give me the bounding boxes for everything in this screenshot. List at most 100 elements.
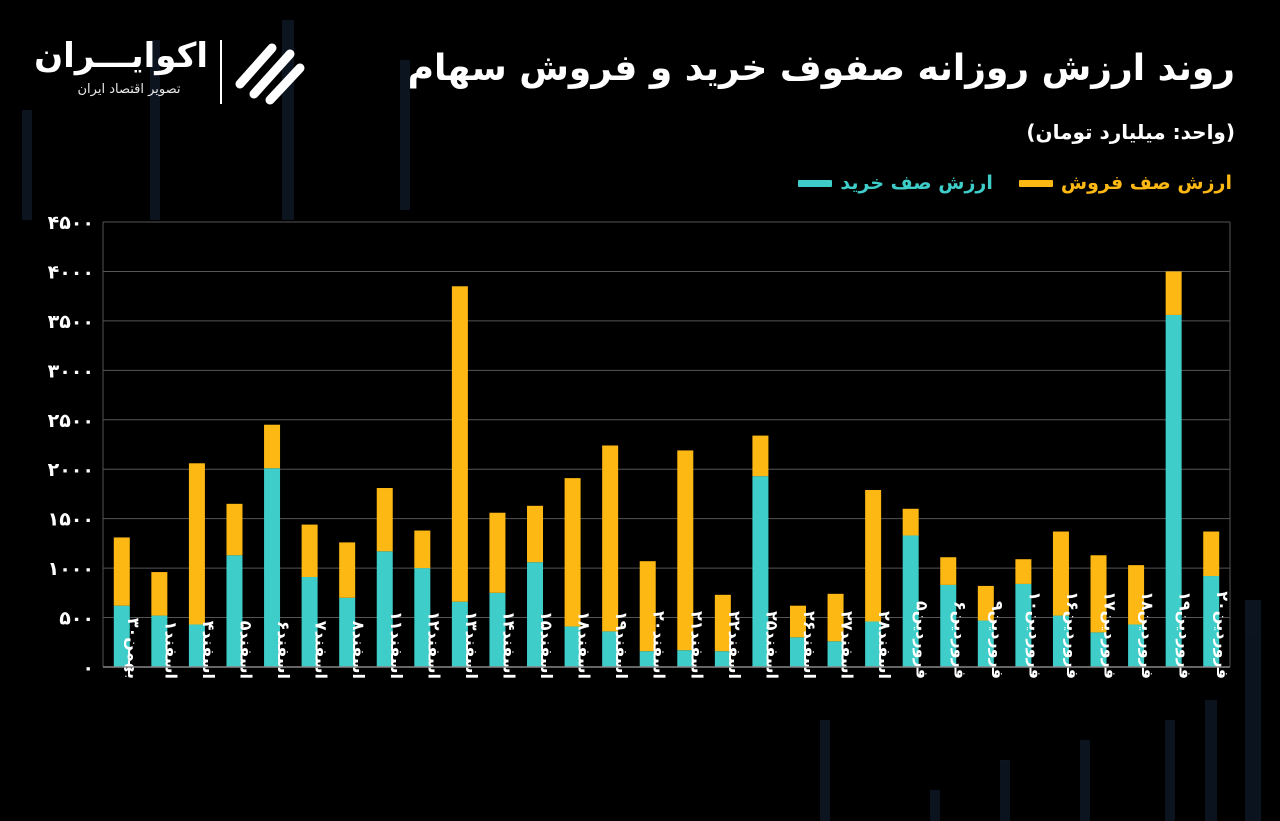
- x-tick-label: اسفند۵: [236, 621, 255, 679]
- y-tick-label: ۲۰۰۰: [48, 459, 94, 481]
- bar-sell: [226, 503, 243, 556]
- bar-buy: [188, 624, 205, 667]
- legend-label-sell: ارزش صف فروش: [1060, 172, 1232, 194]
- x-tick-label: اسفند۲۰: [650, 611, 669, 679]
- chart-legend: ارزش صف خرید ارزش صف فروش: [798, 172, 1232, 194]
- legend-swatch-buy: [798, 179, 833, 187]
- bar-sell: [1090, 555, 1107, 633]
- x-tick-label: اسفند۲۸: [875, 611, 894, 679]
- x-tick-label: فروردین۶: [950, 601, 969, 679]
- legend-item-sell: ارزش صف فروش: [1018, 172, 1232, 194]
- bar-sell: [451, 286, 468, 602]
- bar-sell: [113, 537, 130, 606]
- x-tick-label: بهمن۳۰: [124, 618, 143, 679]
- bar-buy: [564, 626, 581, 667]
- bar-sell: [977, 585, 994, 621]
- logo-divider: [220, 40, 222, 104]
- y-tick-label: ۱۵۰۰: [48, 509, 94, 531]
- x-tick-label: فروردین۱۸: [1138, 591, 1157, 679]
- bar-sell: [1052, 531, 1069, 616]
- bar-sell: [639, 561, 656, 652]
- bar-sell: [677, 450, 694, 651]
- bar-buy: [1052, 615, 1069, 667]
- x-tick-label: اسفند۱۵: [537, 611, 556, 679]
- x-tick-label: اسفند۲۵: [762, 611, 781, 679]
- bar-buy: [376, 551, 393, 667]
- bar-sell: [151, 572, 168, 616]
- bar-sell: [1203, 531, 1220, 577]
- y-tick-label: ۴۵۰۰: [48, 212, 94, 234]
- x-tick-label: اسفند۱: [161, 621, 180, 679]
- x-tick-label: اسفند۲۶: [800, 611, 819, 679]
- bar-sell: [602, 445, 619, 632]
- bar-sell: [902, 508, 919, 536]
- bar-buy: [1015, 583, 1032, 667]
- x-tick-label: اسفند۲۷: [838, 611, 857, 679]
- logo-name: اکوایـــران: [34, 36, 208, 76]
- chart-title: روند ارزش روزانه صفوف خرید و فروش سهام: [407, 48, 1235, 89]
- x-tick-label: اسفند۱۴: [499, 611, 518, 679]
- bar-sell: [1128, 565, 1145, 625]
- y-tick-label: ۵۰۰: [59, 608, 94, 630]
- bar-buy: [1128, 624, 1145, 667]
- bar-sell: [827, 593, 844, 642]
- x-tick-label: فروردین۱۷: [1101, 591, 1120, 679]
- bar-sell: [188, 463, 205, 625]
- x-tick-label: اسفند۴: [199, 621, 218, 679]
- bar-sell: [564, 478, 581, 627]
- bar-sell: [789, 605, 806, 638]
- bar-sell: [301, 524, 318, 578]
- logo-tagline: تصویر اقتصاد ایران: [77, 82, 181, 97]
- bar-buy: [1165, 314, 1182, 667]
- x-tick-label: اسفند۱۲: [424, 611, 443, 679]
- x-tick-label: فروردین۲۰: [1213, 591, 1232, 679]
- x-tick-label: اسفند۸: [349, 621, 368, 679]
- bar-sell: [376, 488, 393, 552]
- x-tick-label: اسفند۷: [312, 621, 331, 679]
- y-tick-label: ۳۰۰۰: [48, 360, 94, 382]
- bar-buy: [1203, 576, 1220, 667]
- chart-unit-subtitle: (واحد: میلیارد تومان): [1026, 120, 1235, 144]
- bar-buy: [301, 577, 318, 667]
- bar-sell: [414, 530, 431, 569]
- bar-buy: [977, 620, 994, 667]
- bar-buy: [113, 605, 130, 667]
- bar-buy: [714, 651, 731, 667]
- legend-label-buy: ارزش صف خرید: [840, 172, 993, 194]
- x-tick-label: اسفند۱۸: [575, 611, 594, 679]
- bar-buy: [489, 592, 506, 667]
- bar-buy: [789, 637, 806, 667]
- bar-sell: [339, 542, 356, 598]
- bar-sell: [940, 557, 957, 585]
- y-tick-label: ۳۵۰۰: [48, 311, 94, 333]
- bar-buy: [752, 476, 769, 667]
- x-tick-label: فروردین۱۰: [1025, 591, 1044, 679]
- bar-buy: [226, 555, 243, 667]
- logo-mark-icon: [235, 43, 305, 105]
- bar-buy: [865, 621, 882, 667]
- x-tick-label: اسفند۲۲: [725, 611, 744, 679]
- x-tick-label: اسفند۶: [274, 621, 293, 679]
- bar-sell: [489, 512, 506, 593]
- x-tick-label: اسفند۲۱: [687, 611, 706, 679]
- bar-sell: [1165, 271, 1182, 315]
- legend-swatch-sell: [1018, 179, 1053, 187]
- x-tick-label: فروردین۱۶: [1063, 591, 1082, 679]
- x-tick-label: اسفند۱۳: [462, 611, 481, 679]
- bar-sell: [865, 489, 882, 622]
- bar-buy: [639, 651, 656, 667]
- y-tick-label: ۱۰۰۰: [48, 558, 94, 580]
- bar-buy: [602, 631, 619, 667]
- bar-buy: [940, 584, 957, 667]
- x-tick-label: فروردین۵: [913, 601, 932, 679]
- x-tick-label: فروردین۹: [988, 601, 1007, 679]
- bar-buy: [827, 641, 844, 667]
- bar-buy: [1090, 632, 1107, 667]
- bar-buy: [414, 568, 431, 667]
- bar-buy: [527, 562, 544, 667]
- x-tick-label: فروردین۱۹: [1176, 591, 1195, 679]
- bar-buy: [451, 601, 468, 667]
- bar-buy: [151, 615, 168, 667]
